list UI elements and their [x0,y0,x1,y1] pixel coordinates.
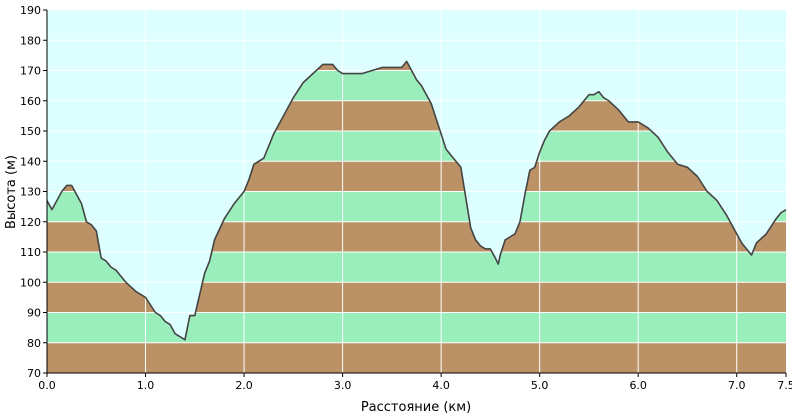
y-tick-label: 160 [20,95,41,108]
x-tick-label: 5.0 [531,379,549,392]
x-tick-label: 1.0 [137,379,155,392]
y-axis-title: Высота (м) [4,155,19,229]
axes: 0.0 1.0 2.0 3.0 4.0 5.0 6.0 7.0 7.5 70 80 90 100 110 1… [20,4,792,392]
plot-area [46,10,787,373]
y-tick-label: 100 [20,276,41,289]
x-tick-label: 7.5 [777,379,792,392]
svg-text:Расстояние (км): Расстояние (км) [361,400,471,415]
x-tick-label: 7.0 [728,379,746,392]
y-tick-label: 190 [20,4,41,17]
y-tick-label: 150 [20,125,41,138]
y-tick-label: 180 [20,34,41,47]
y-tick-label: 140 [20,155,41,168]
x-tick-label: 3.0 [334,379,352,392]
y-tick-label: 80 [27,337,41,350]
grid [47,10,786,373]
y-tick-label: 70 [27,367,41,380]
band-green [47,312,786,343]
y-tick-label: 120 [20,216,41,229]
y-tick-label: 90 [27,307,41,320]
x-tick-label: 6.0 [629,379,647,392]
elevation-line [46,60,787,341]
x-tick-label: 0.0 [38,379,56,392]
x-tick-label: 2.0 [235,379,253,392]
y-tick-label: 130 [20,186,41,199]
band-brown [47,342,786,373]
y-tick-label: 110 [20,246,41,259]
x-tick-label: 4.0 [432,379,450,392]
y-tick-label: 170 [20,65,41,78]
x-axis-title: Расстояние (км) [361,400,471,415]
svg-text:Высота (м): Высота (м) [4,155,19,229]
